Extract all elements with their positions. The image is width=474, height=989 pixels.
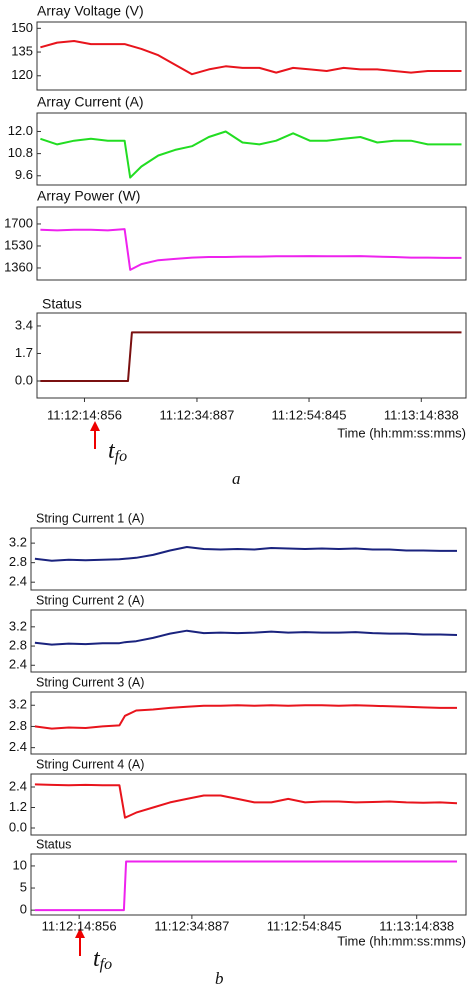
y-tick-label: 135 — [11, 43, 33, 58]
x-tick-label: 11:12:14:856 — [42, 918, 117, 933]
series-line — [34, 860, 457, 912]
fault-label-t: t — [108, 438, 116, 464]
y-tick-label: 12.0 — [8, 123, 33, 138]
y-tick-label: 0.0 — [15, 372, 33, 387]
fault-arrow-a — [90, 421, 100, 449]
panel-title: String Current 2 (A) — [36, 593, 144, 607]
fault-label: tfo — [93, 946, 112, 973]
x-axis-label: Time (hh:mm:ss:mms) — [337, 933, 466, 948]
y-tick-label: 150 — [11, 20, 33, 35]
series-line — [34, 704, 457, 730]
plot-frame — [30, 609, 467, 673]
y-tick-label: 10 — [13, 857, 27, 872]
y-tick-label: 5 — [20, 879, 27, 894]
panel-title: Array Voltage (V) — [37, 3, 144, 19]
y-tick-label: 1360 — [4, 259, 33, 274]
y-tick-label: 1.7 — [15, 345, 33, 360]
series-line — [40, 331, 462, 382]
y-tick-label: 2.8 — [9, 637, 27, 652]
y-tick-label: 2.8 — [9, 554, 27, 569]
series-line — [40, 228, 462, 271]
y-tick-label: 2.4 — [9, 657, 27, 672]
y-tick-label: 10.8 — [8, 145, 33, 160]
panel-title: String Current 4 (A) — [36, 757, 144, 771]
plot-frame — [36, 21, 467, 91]
x-tick-label: 11:12:14:856 — [47, 407, 122, 422]
plot-frame — [30, 691, 467, 755]
y-tick-label: 3.2 — [9, 535, 27, 550]
series-line — [34, 629, 458, 646]
figure-caption: a — [232, 469, 241, 488]
y-tick-label: 3.2 — [9, 618, 27, 633]
x-tick-label: 11:13:14:838 — [379, 918, 454, 933]
y-tick-label: 1700 — [4, 215, 33, 230]
plot-frame — [30, 527, 467, 591]
y-tick-label: 0.0 — [9, 819, 27, 834]
x-tick-label: 11:13:14:838 — [384, 407, 459, 422]
series-line — [34, 783, 458, 819]
panel-title: Status — [36, 837, 71, 851]
x-tick-label: 11:12:54:845 — [267, 918, 342, 933]
series-line — [34, 546, 457, 562]
plot-frame — [36, 312, 467, 399]
panel-title: Array Current (A) — [37, 94, 144, 110]
y-tick-label: 2.8 — [9, 718, 27, 733]
y-tick-label: 2.4 — [9, 574, 27, 589]
panel-title: String Current 3 (A) — [36, 675, 144, 689]
panel-title: String Current 1 (A) — [36, 511, 144, 525]
panel-title: Status — [42, 296, 82, 312]
x-tick-label: 11:12:54:845 — [272, 407, 347, 422]
panel-title: Array Power (W) — [37, 188, 140, 204]
y-tick-label: 3.4 — [15, 317, 33, 332]
fault-label-t: t — [93, 946, 101, 972]
plot-frame — [30, 853, 467, 916]
series-line — [40, 130, 462, 179]
y-tick-label: 120 — [11, 67, 33, 82]
x-axis-label: Time (hh:mm:ss:mms) — [337, 425, 466, 440]
x-tick-label: 11:12:34:887 — [154, 918, 229, 933]
plot-frame — [36, 112, 467, 186]
figure-caption: b — [215, 969, 224, 988]
fault-arrow-b — [75, 928, 85, 956]
y-tick-label: 1.2 — [9, 799, 27, 814]
y-tick-label: 2.4 — [9, 778, 27, 793]
fault-label-sub: fo — [115, 448, 127, 465]
fault-label: tfo — [108, 438, 127, 465]
series-line — [40, 40, 462, 76]
x-tick-label: 11:12:34:887 — [159, 407, 234, 422]
y-tick-label: 3.2 — [9, 697, 27, 712]
y-tick-label: 1530 — [4, 237, 33, 252]
y-tick-label: 2.4 — [9, 739, 27, 754]
fault-label-sub: fo — [100, 956, 112, 973]
y-tick-label: 9.6 — [15, 167, 33, 182]
plot-frame — [30, 773, 467, 836]
plot-frame — [36, 206, 467, 281]
y-tick-label: 0 — [20, 902, 27, 917]
